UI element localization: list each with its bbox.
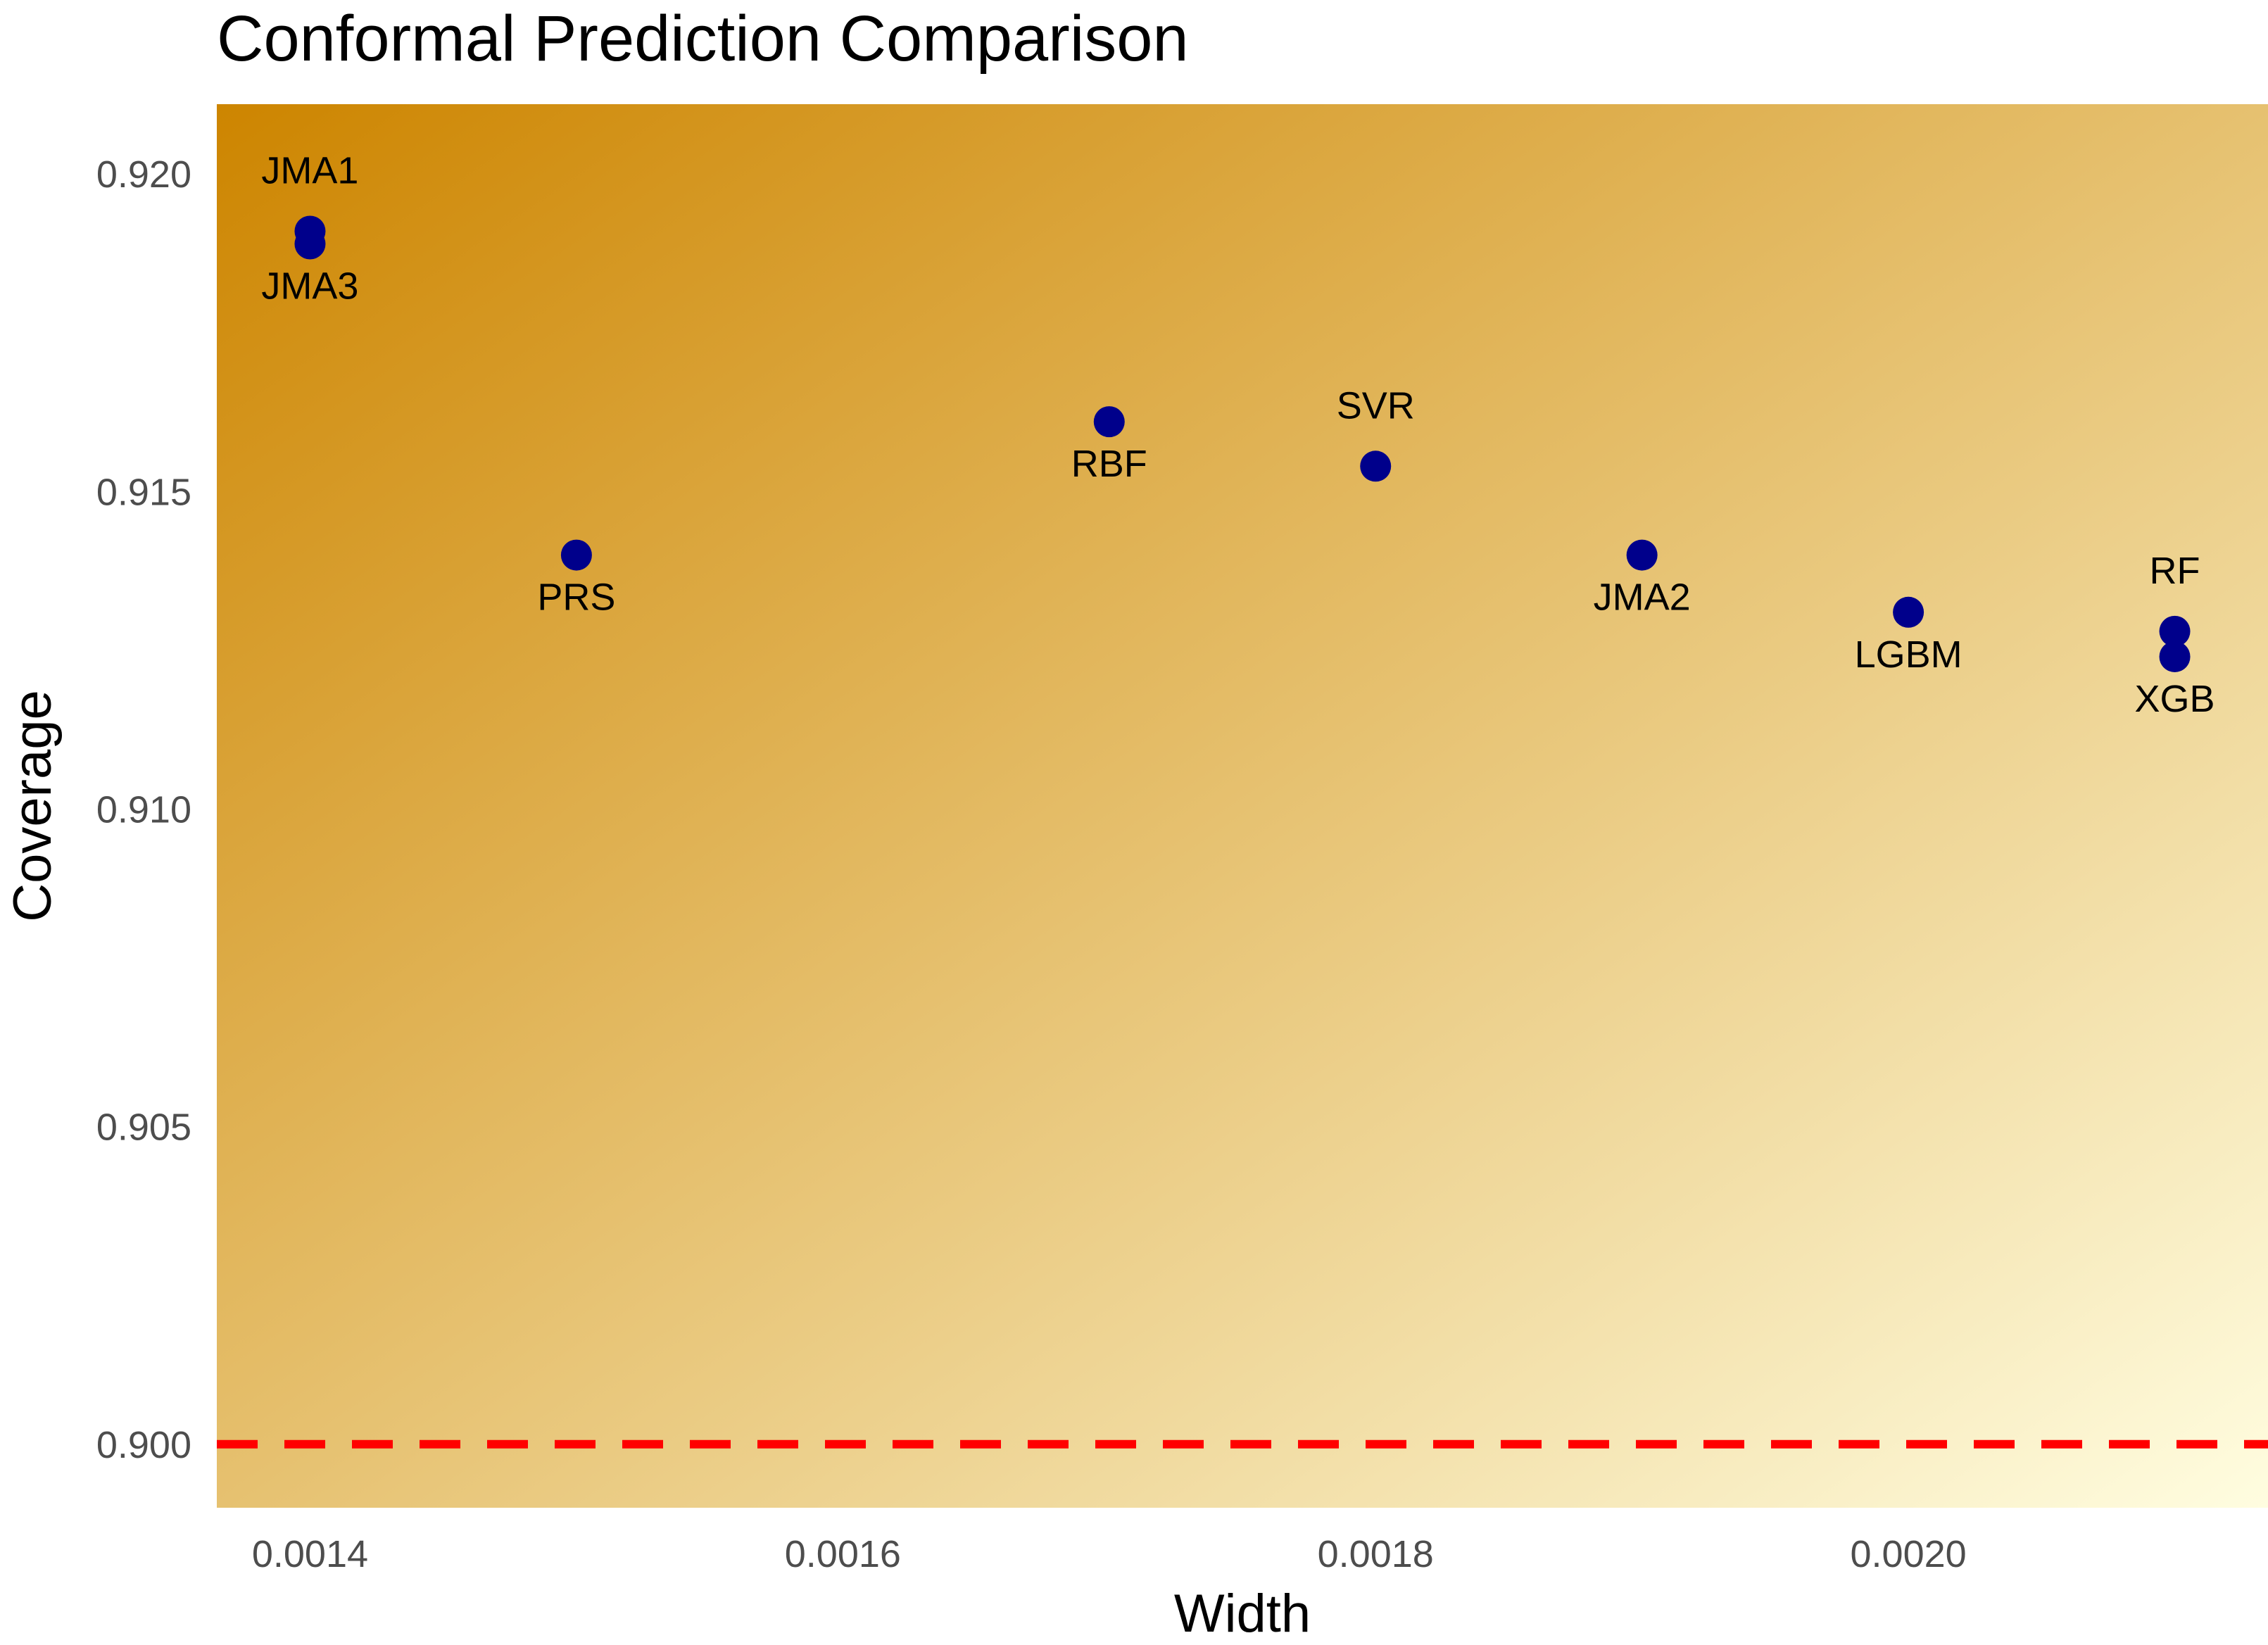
x-tick-label: 0.0014 bbox=[252, 1533, 368, 1575]
plot-panel bbox=[217, 104, 2268, 1508]
y-axis-title: Coverage bbox=[3, 690, 63, 922]
data-point bbox=[1626, 539, 1658, 571]
y-tick-label: 0.910 bbox=[96, 789, 191, 831]
point-label: RF bbox=[2150, 550, 2200, 592]
data-point bbox=[1093, 406, 1125, 438]
point-label: JMA2 bbox=[1594, 576, 1691, 619]
point-label: LGBM bbox=[1855, 634, 1963, 676]
point-label: SVR bbox=[1337, 384, 1415, 427]
data-point bbox=[560, 539, 592, 571]
data-point bbox=[294, 228, 326, 260]
data-point bbox=[2159, 641, 2191, 672]
data-point bbox=[1893, 596, 1924, 628]
y-tick-label: 0.915 bbox=[96, 471, 191, 513]
x-tick-label: 0.0018 bbox=[1318, 1533, 1434, 1575]
data-point bbox=[1360, 450, 1392, 482]
chart-title: Conformal Prediction Comparison bbox=[217, 3, 1189, 75]
data-point bbox=[2159, 615, 2191, 647]
x-axis-title: Width bbox=[1174, 1584, 1311, 1644]
y-tick-label: 0.920 bbox=[96, 153, 191, 196]
point-label: PRS bbox=[537, 576, 615, 619]
x-tick-label: 0.0016 bbox=[785, 1533, 901, 1575]
point-label: XGB bbox=[2135, 678, 2215, 720]
point-label: RBF bbox=[1071, 443, 1147, 485]
y-tick-label: 0.905 bbox=[96, 1107, 191, 1149]
point-label: JMA3 bbox=[261, 265, 358, 307]
x-tick-label: 0.0020 bbox=[1851, 1533, 1967, 1575]
point-label: JMA1 bbox=[261, 149, 358, 191]
y-tick-label: 0.900 bbox=[96, 1424, 191, 1466]
